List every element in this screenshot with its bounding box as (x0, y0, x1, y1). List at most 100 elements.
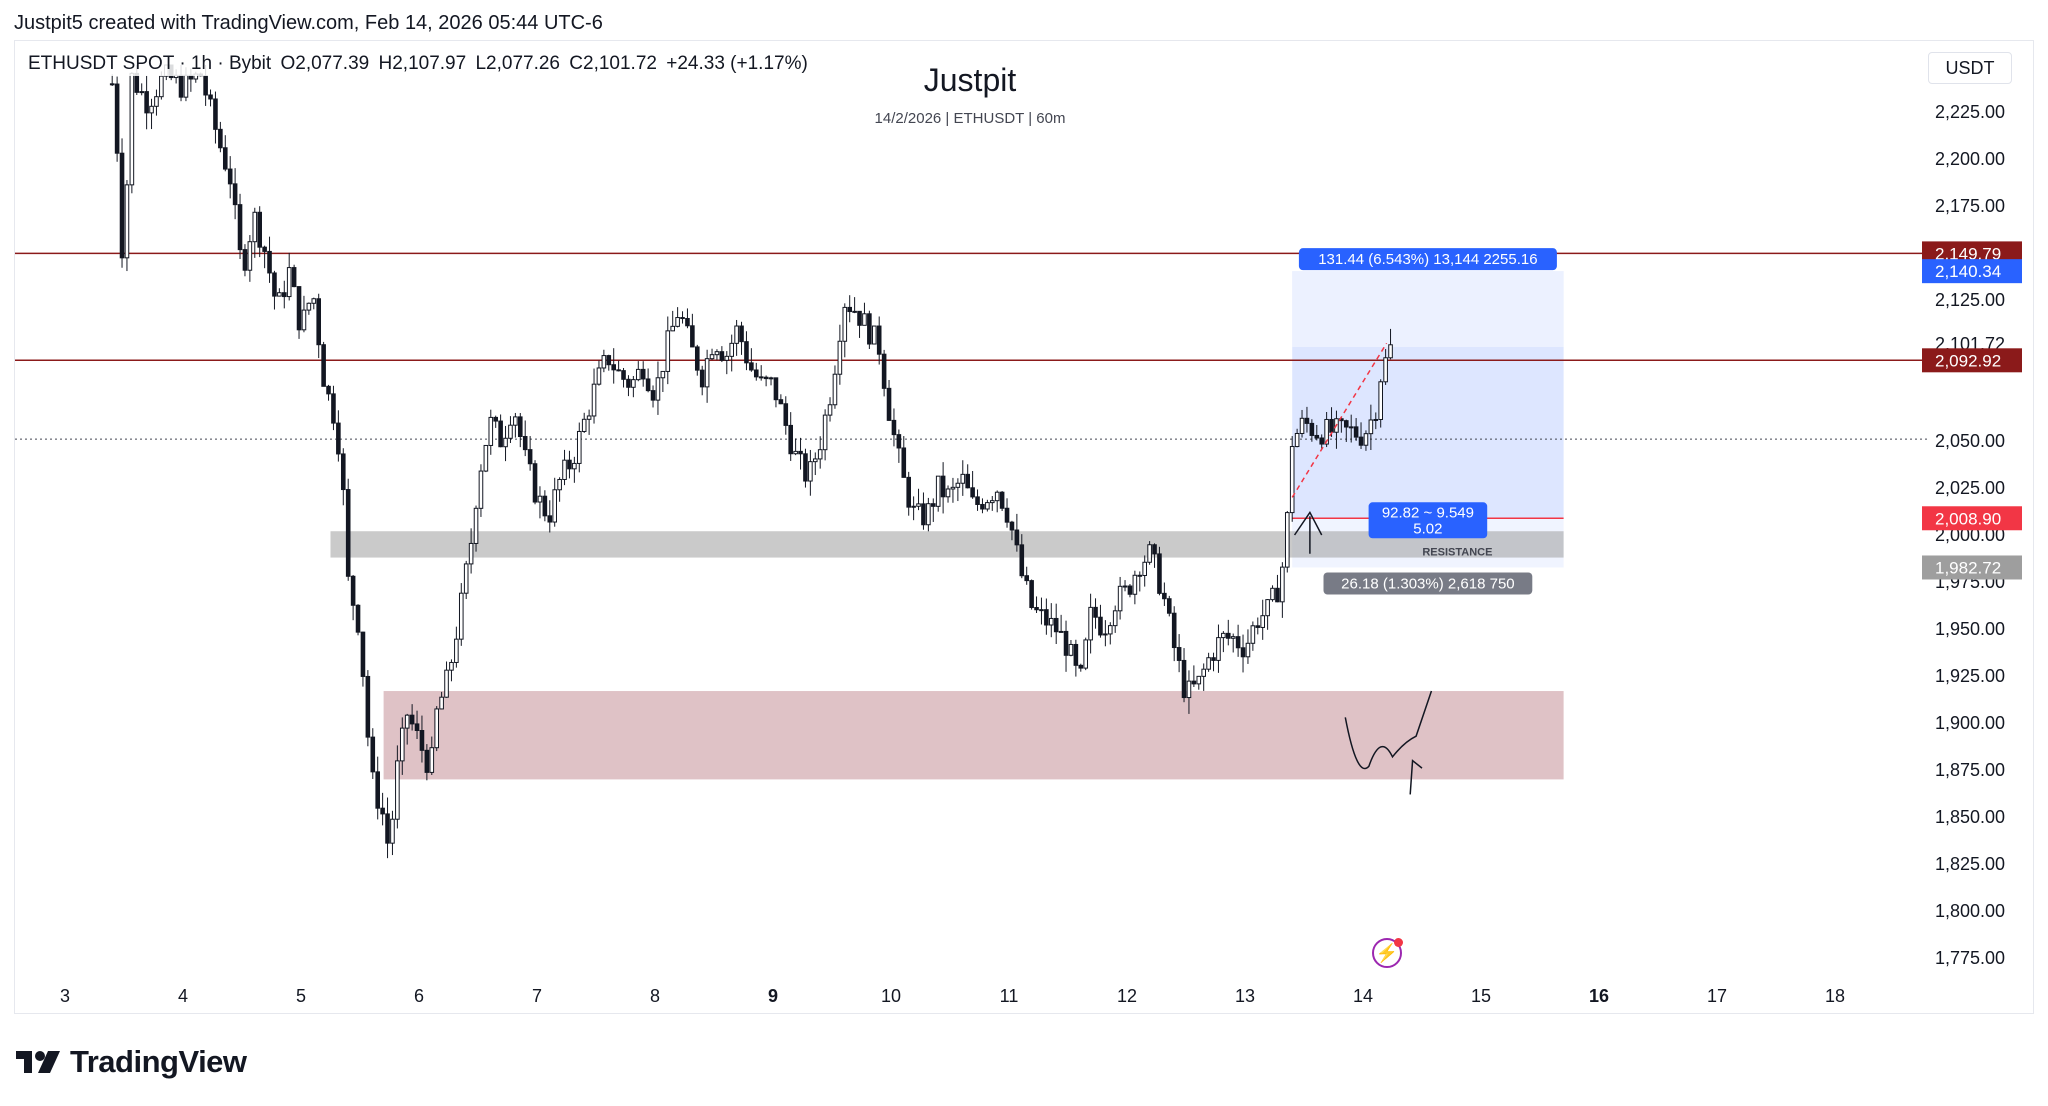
candle-body (822, 414, 828, 451)
candle-body (1073, 643, 1079, 666)
candle-body (1284, 512, 1290, 568)
candle-body (989, 500, 995, 504)
candle-body (817, 449, 823, 460)
price-label-bg (1922, 555, 2022, 580)
candle-body (218, 128, 223, 149)
candle-body (1083, 639, 1089, 669)
candle-body (1107, 625, 1113, 635)
change-value: +24.33 (+1.17%) (666, 53, 808, 74)
candle-body (267, 250, 272, 274)
candle-body (876, 325, 882, 355)
candle-body (1368, 419, 1374, 435)
candle-body (616, 369, 621, 372)
x-tick-label: 17 (1707, 986, 1727, 1006)
currency-selector[interactable]: USDT (1928, 52, 2012, 84)
candle-body (1378, 381, 1384, 420)
candle-body (1088, 606, 1093, 641)
candle-body (650, 390, 656, 401)
candle-body (542, 495, 548, 517)
candle-body (827, 404, 833, 416)
candle-body (340, 453, 346, 491)
candle-body (852, 310, 857, 313)
x-tick-label: 14 (1353, 986, 1373, 1006)
x-tick-label: 9 (768, 986, 778, 1006)
candle-body (257, 211, 262, 248)
candle-body (1181, 659, 1187, 699)
candle-body (399, 727, 405, 762)
candle-body (1166, 598, 1172, 614)
flash-icon[interactable]: ⚡ (1372, 938, 1402, 968)
candle-body (1157, 553, 1162, 594)
ohlc-legend: ETHUSDT SPOT · 1h · Bybit O2,077.39 H2,1… (26, 52, 814, 76)
candle-body (385, 813, 390, 844)
candle-body (532, 463, 538, 503)
candle-body (945, 488, 951, 498)
candle-body (1039, 609, 1044, 612)
candle-body (1260, 615, 1266, 628)
candle-body (213, 98, 218, 130)
candle-body (783, 403, 789, 426)
candle-body (911, 505, 916, 508)
x-tick-label: 15 (1471, 986, 1491, 1006)
candle-body (572, 462, 577, 470)
candle-body (1034, 607, 1039, 611)
candle-body (503, 437, 508, 448)
candle-body (380, 807, 385, 815)
candle-body (812, 458, 818, 463)
candle-body (1058, 630, 1064, 633)
candle-body (1324, 418, 1329, 445)
candle-body (424, 749, 430, 773)
candle-body (154, 96, 159, 107)
symbol-label[interactable]: ETHUSDT SPOT · 1h · Bybit (28, 53, 272, 74)
candle-body (1078, 664, 1084, 669)
candle-body (508, 424, 513, 439)
candle-body (434, 708, 439, 749)
candle-body (1343, 420, 1349, 428)
candle-body (493, 416, 498, 422)
candle-body (1142, 561, 1148, 576)
candle-body (655, 377, 661, 401)
chart-subtitle: 14/2/2026 | ETHUSDT | 60m (874, 110, 1066, 127)
candle-body (793, 450, 798, 455)
candle-body (670, 325, 676, 332)
target-badge: 131.44 (6.543%) 13,144 2255.16 (1318, 251, 1537, 268)
candle-body (881, 353, 887, 389)
candle-body (1024, 575, 1030, 582)
candle-body (1211, 657, 1216, 661)
candle-body (124, 184, 130, 259)
candle-body (660, 370, 666, 379)
x-tick-label: 7 (532, 986, 542, 1006)
target-badge-bg (1298, 248, 1557, 271)
candle-body (360, 631, 366, 677)
chart-frame (14, 40, 2034, 1014)
candle-body (149, 105, 154, 114)
candle-body (281, 292, 287, 298)
candle-body (355, 604, 361, 633)
candle-body (291, 267, 297, 288)
candle-body (478, 470, 484, 509)
candle-body (144, 91, 149, 114)
x-tick-label: 18 (1825, 986, 1845, 1006)
y-tick-label: 1,800.00 (1935, 901, 2005, 921)
y-tick-label: 1,950.00 (1935, 619, 2005, 639)
x-tick-label: 6 (414, 986, 424, 1006)
candle-body (690, 325, 695, 348)
candle-body (562, 459, 567, 480)
candle-body (252, 211, 258, 243)
candle-body (1137, 574, 1143, 577)
candle-body (345, 489, 351, 577)
candle-body (375, 771, 380, 809)
candle-body (537, 495, 543, 503)
sketch-forecast (1344, 690, 1433, 770)
candle-body (277, 292, 282, 297)
candle-body (429, 747, 435, 773)
candle-body (857, 310, 862, 326)
candle-body (581, 418, 587, 432)
sketch-arrow-small (1409, 759, 1423, 795)
x-tick-label: 3 (60, 986, 70, 1006)
candle-body (473, 507, 479, 544)
candle-body (557, 478, 562, 491)
candle-body (306, 302, 312, 311)
price-chart[interactable]: RESISTANCE 131.44 (6.543%) 13,144 2255.16… (0, 0, 2048, 1040)
candle-body (458, 592, 464, 640)
